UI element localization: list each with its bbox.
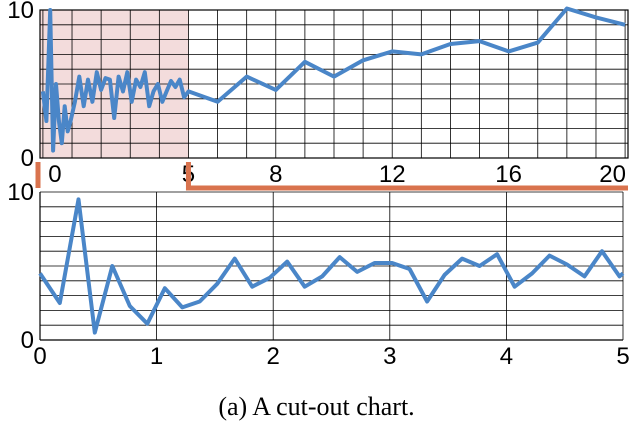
x-tick-label: 2 [267,343,280,370]
x-tick-label: 5 [616,343,629,370]
x-tick-label: 0 [48,161,61,188]
x-tick-label: 16 [495,161,522,188]
x-tick-label: 20 [599,161,626,188]
y-tick-label: 10 [7,179,34,206]
x-tick-label: 8 [269,161,282,188]
y-tick-label: 0 [21,145,34,172]
connector-line [35,162,628,191]
x-tick-label: 0 [33,343,46,370]
y-tick-label: 0 [21,327,34,354]
detail-chart: 0 10 0 1 2 3 4 5 [7,179,629,370]
series-line [40,6,626,153]
x-tick-label: 1 [150,343,163,370]
cut-out-connector [35,162,628,191]
x-tick-label: 12 [379,161,406,188]
figure-caption: (a) A cut-out chart. [218,392,415,421]
x-tick-label: 4 [500,343,513,370]
series-line [38,197,625,335]
x-tick-label: 3 [383,343,396,370]
plot-frame [39,9,629,159]
y-tick-label: 10 [7,0,34,24]
